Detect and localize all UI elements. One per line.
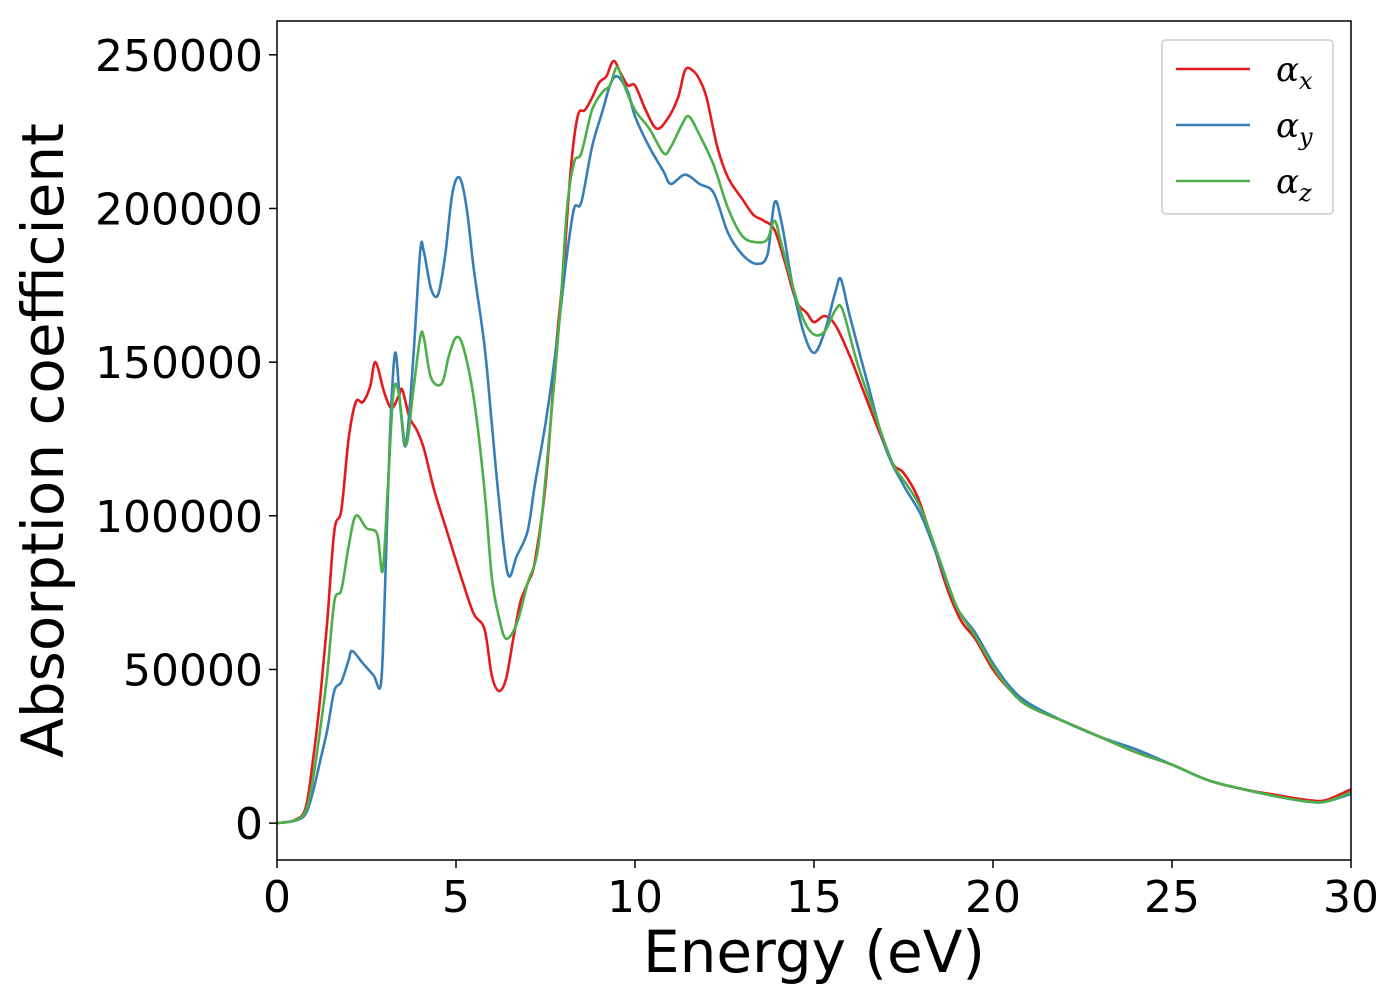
y-tick-label: 150000 [95,338,263,389]
x-tick-label: 0 [263,872,291,923]
x-tick-label: 30 [1323,872,1379,923]
legend-label-x: αx [1276,50,1313,95]
y-tick-label: 0 [235,799,263,850]
x-axis-title: Energy (eV) [643,918,985,986]
x-tick-label: 15 [786,872,842,923]
y-tick-label: 100000 [95,492,263,543]
y-axis: 0 50000 100000 150000 200000 250000 [95,31,277,850]
legend-box [1161,39,1334,215]
x-tick-label: 10 [607,872,663,923]
x-tick-label: 20 [965,872,1021,923]
y-tick-label: 250000 [95,31,263,82]
y-tick-label: 50000 [123,645,263,696]
x-tick-label: 25 [1144,872,1200,923]
y-tick-label: 200000 [95,184,263,235]
series-line-z [277,65,1351,825]
y-axis-title: Absorption coefficient [9,123,77,758]
series-layer [277,59,1351,825]
x-tick-label: 5 [442,872,470,923]
x-axis: 0 5 10 15 20 25 30 [263,860,1379,923]
legend-label-y: αy [1276,106,1313,151]
legend-label-z: αz [1276,162,1312,207]
legend: αx αy αz [1161,39,1334,215]
